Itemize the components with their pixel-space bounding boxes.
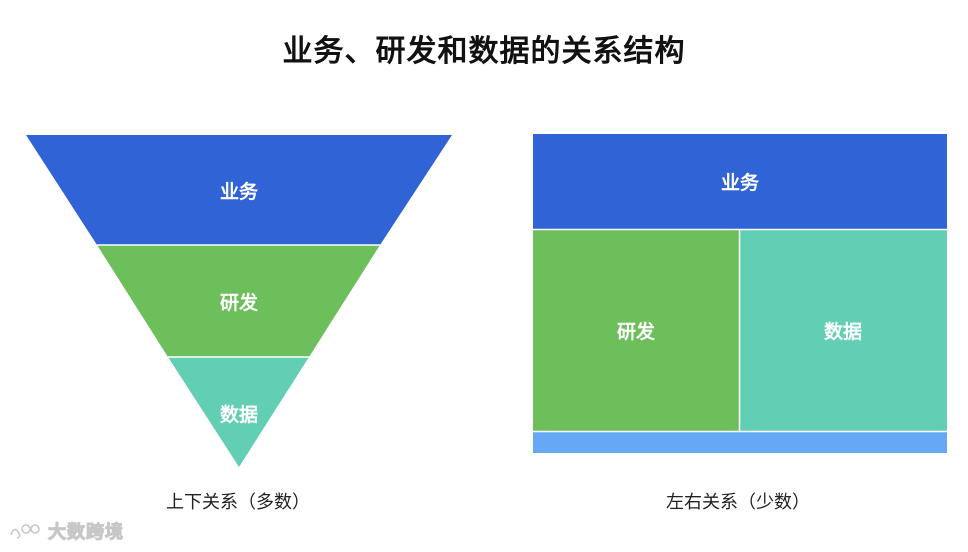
funnel-caption: 上下关系（多数） [166,492,310,512]
page-title: 业务、研发和数据的关系结构 [282,35,686,68]
funnel-label-rnd: 研发 [220,291,259,314]
funnel-layer-business [26,135,452,245]
funnel-layer-data [168,357,309,467]
block-label-data: 数据 [824,320,862,343]
watermark: 大数跨境 [8,518,124,544]
block-diagram: 业务 研发 数据 [533,134,947,453]
block-business [533,134,947,229]
logo-icon [10,524,40,539]
funnel-diagram: 业务 研发 数据 [26,135,452,467]
block-label-rnd: 研发 [617,320,656,343]
block-caption: 左右关系（少数） [666,492,810,512]
funnel-label-business: 业务 [220,180,259,203]
watermark-text: 大数跨境 [48,522,124,543]
funnel-label-data: 数据 [220,403,258,426]
block-data [740,230,947,431]
block-rnd [533,230,739,431]
funnel-layer-rnd [97,245,380,357]
block-bottom-bar [533,432,947,453]
block-label-business: 业务 [721,171,760,194]
